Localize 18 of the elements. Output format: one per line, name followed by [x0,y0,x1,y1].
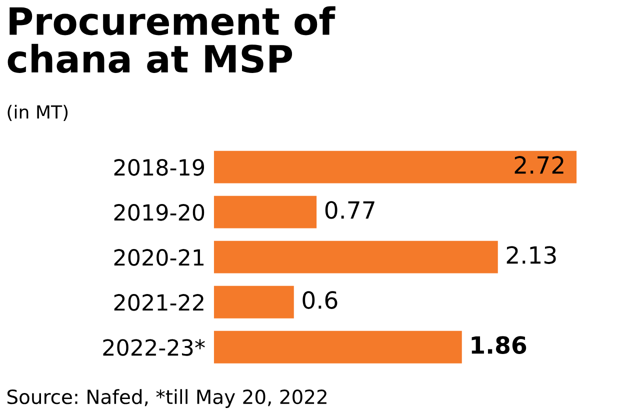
text: (in MT) [8,104,68,121]
bar [214,286,294,318]
chart-title: Procurement of chana at MSP [8,6,336,73]
bar [214,330,462,364]
data-label: 0.77 [325,201,374,219]
data-label: 1.86 [472,336,526,354]
y-tick-label: 2021-22 [114,294,204,311]
source-note: Source: Nafed, *till May 20, 2022 [7,389,326,408]
bar [214,240,498,274]
y-tick-label: 2018-19 [114,159,204,176]
data-label: 2.13 [506,246,556,264]
data-label: 2.72 [514,156,564,174]
y-tick-label: 2022-23* [103,339,205,356]
y-tick-label: 2019-20 [114,204,204,221]
data-label: 0.6 [302,291,338,309]
y-tick-label: 2020-21 [114,249,204,266]
bar [214,196,317,228]
bar [214,150,577,184]
